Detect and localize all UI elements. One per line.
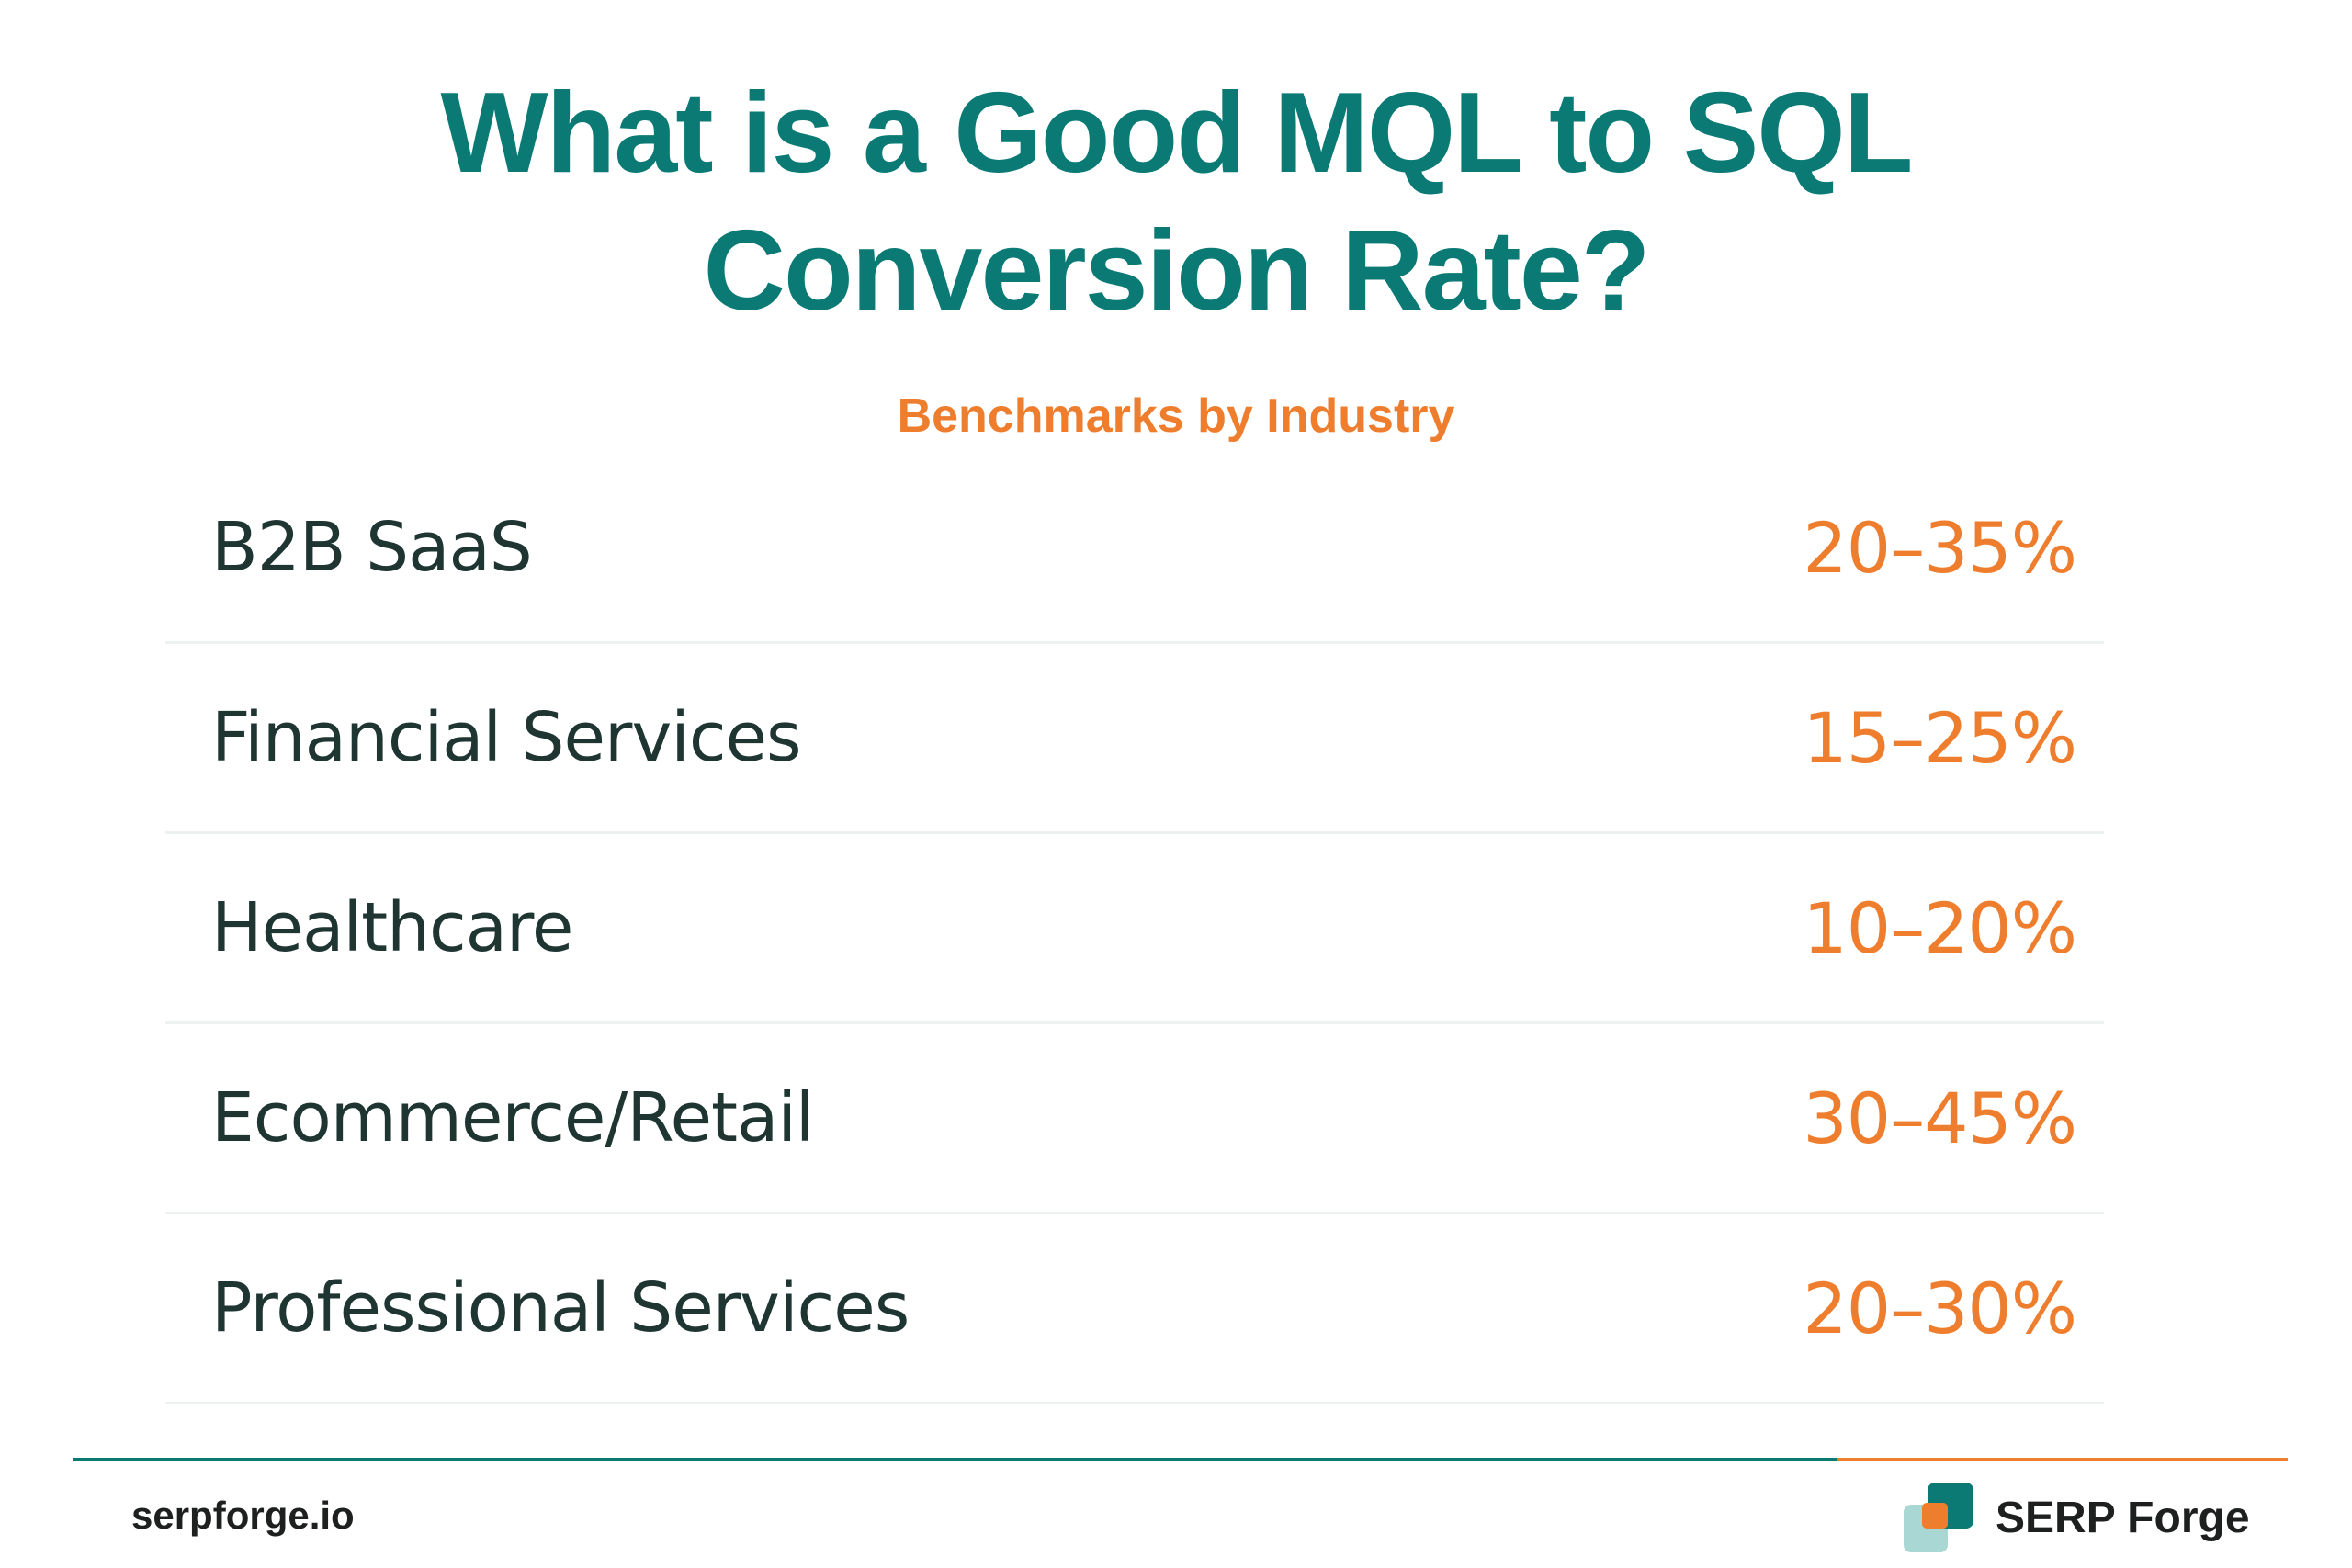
footer-divider-orange (1838, 1458, 2288, 1461)
industry-name: Healthcare (211, 888, 573, 967)
industry-name: Professional Services (211, 1269, 910, 1348)
table-row: Ecommerce/Retail 30–45% (165, 1024, 2104, 1214)
serp-forge-logo-icon (1904, 1483, 1973, 1552)
conversion-rate: 20–30% (1803, 1267, 2077, 1349)
brand: SERP Forge (1902, 1481, 2250, 1554)
table-row: Financial Services 15–25% (165, 644, 2104, 834)
footer-divider-teal (74, 1458, 1838, 1461)
title-line-1: What is a Good MQL to SQL (440, 70, 1914, 197)
brand-name: SERP Forge (1996, 1493, 2250, 1542)
benchmark-table: B2B SaaS 20–35% Financial Services 15–25… (165, 454, 2104, 1404)
conversion-rate: 30–45% (1803, 1077, 2077, 1159)
industry-name: Financial Services (211, 698, 802, 777)
title-line-2: Conversion Rate? (703, 208, 1650, 334)
subtitle: Benchmarks by Industry (897, 389, 1455, 443)
table-row: Professional Services 20–30% (165, 1214, 2104, 1404)
conversion-rate: 20–35% (1803, 506, 2077, 589)
table-row: B2B SaaS 20–35% (165, 454, 2104, 644)
industry-name: B2B SaaS (211, 508, 533, 587)
table-row: Healthcare 10–20% (165, 834, 2104, 1024)
footer-url: serpforge.io (131, 1494, 355, 1537)
conversion-rate: 10–20% (1803, 886, 2077, 969)
industry-name: Ecommerce/Retail (211, 1078, 814, 1157)
page-title: What is a Good MQL to SQL Conversion Rat… (0, 64, 2352, 340)
conversion-rate: 15–25% (1803, 696, 2077, 779)
